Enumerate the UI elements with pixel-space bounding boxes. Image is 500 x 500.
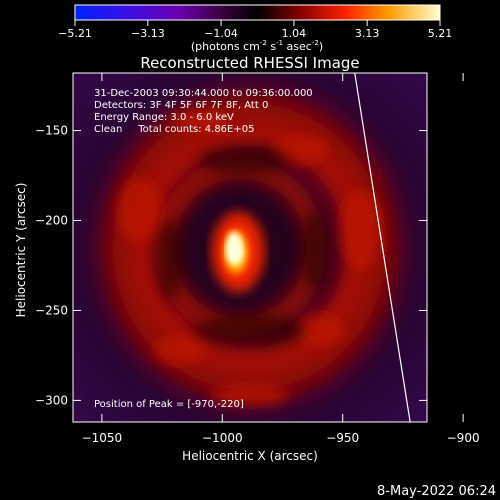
annotation-total-counts: Clean Total counts: 4.86E+05 (94, 124, 254, 135)
y-tick-label: −300 (35, 393, 68, 407)
peak-position-label: Position of Peak = [-970,-220] (94, 399, 244, 410)
colorbar-tick-label: −5.21 (58, 27, 92, 40)
annotation-time-range: 31-Dec-2003 09:30:44.000 to 09:36:00.000 (94, 88, 313, 99)
x-axis-label: Heliocentric X (arcsec) (182, 449, 318, 463)
y-tick-label: −200 (35, 214, 68, 228)
colorbar-tick-label: 5.21 (428, 27, 453, 40)
y-axis-label: Heliocentric Y (arcsec) (14, 183, 28, 318)
plot-frame (72, 72, 428, 423)
annotation-energy-range: Energy Range: 3.0 - 6.0 keV (94, 112, 234, 123)
colorbar-units: (photons cm-2 s-1 asec-2) (191, 39, 323, 53)
x-tick-label: −950 (326, 431, 359, 445)
chart-title: Reconstructed RHESSI Image (140, 54, 359, 72)
x-tick-label: −1050 (82, 431, 123, 445)
y-tick-label: −150 (35, 124, 68, 138)
colorbar-tick-label: 3.13 (355, 27, 380, 40)
info-annotations: 31-Dec-2003 09:30:44.000 to 09:36:00.000… (94, 88, 313, 135)
colorbar-ticks: −5.21 −3.13 −1.04 1.04 3.13 5.21 (58, 20, 452, 40)
solar-limb-line (354, 73, 411, 422)
x-tick-label: −1000 (202, 431, 243, 445)
y-tick-label: −250 (35, 303, 68, 317)
x-tick-label: −900 (447, 431, 480, 445)
heatmap-image (73, 73, 427, 422)
annotation-detectors: Detectors: 3F 4F 5F 6F 7F 8F, Att 0 (94, 100, 268, 111)
timestamp: 8-May-2022 06:24 (377, 484, 496, 499)
colorbar-tick-label: 1.04 (282, 27, 307, 40)
colorbar-tick-label: −3.13 (131, 27, 165, 40)
colorbar-tick-label: −1.04 (204, 27, 238, 40)
axis-ticks: −1050 −1000 −950 −900 −150 −200 −250 −300 (35, 73, 480, 445)
colorbar (74, 4, 441, 21)
